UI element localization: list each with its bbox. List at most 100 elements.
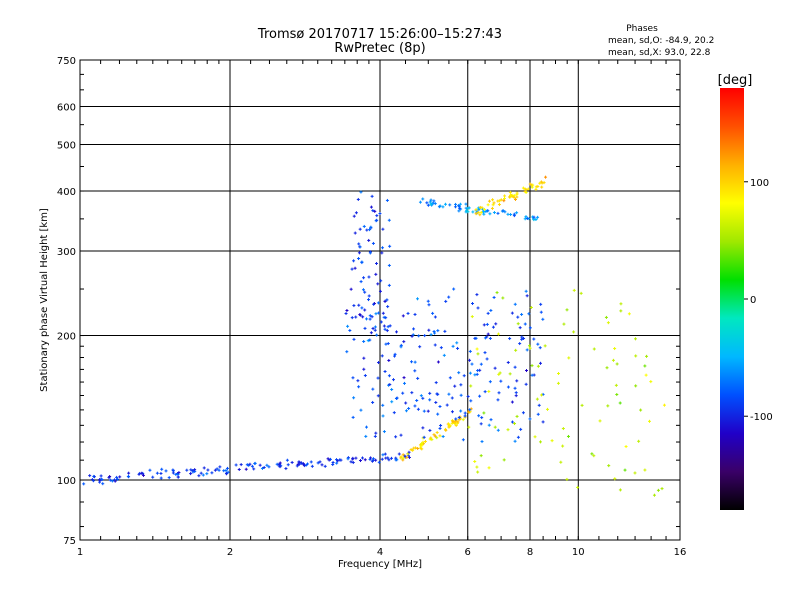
echo-point xyxy=(539,181,541,185)
echo-point xyxy=(249,462,251,466)
echo-point xyxy=(268,465,270,469)
echo-point xyxy=(430,333,432,337)
echo-point xyxy=(519,342,521,346)
echo-point xyxy=(387,342,389,346)
echo-point xyxy=(427,409,429,413)
echo-point xyxy=(481,440,483,444)
echo-point xyxy=(488,389,490,393)
echo-point xyxy=(455,423,457,427)
echo-point xyxy=(376,218,378,222)
echo-point xyxy=(460,409,462,413)
echo-point xyxy=(417,297,419,301)
echo-point xyxy=(521,312,523,316)
echo-point xyxy=(114,478,116,482)
echo-point xyxy=(459,202,461,206)
echo-point xyxy=(369,314,371,318)
echo-point xyxy=(653,493,655,497)
echo-point xyxy=(227,470,229,474)
echo-point xyxy=(531,364,533,368)
echo-point xyxy=(538,403,540,407)
echo-point xyxy=(378,361,380,365)
echo-point xyxy=(515,348,517,352)
echo-point xyxy=(465,202,467,206)
echo-point xyxy=(433,433,435,437)
echo-point xyxy=(417,407,419,411)
echo-point xyxy=(160,476,162,480)
echo-point xyxy=(558,372,560,376)
echo-point xyxy=(545,175,547,179)
echo-point xyxy=(328,458,330,462)
echo-point xyxy=(481,416,483,420)
echo-point xyxy=(371,194,373,198)
echo-point xyxy=(332,463,334,467)
echo-point xyxy=(502,209,504,213)
echo-point xyxy=(102,482,104,486)
echo-point xyxy=(421,447,423,451)
echo-point xyxy=(363,367,365,371)
echo-point xyxy=(311,464,313,468)
echo-point xyxy=(431,438,433,442)
echo-point xyxy=(402,314,404,318)
x-tick-label: 2 xyxy=(227,547,233,558)
echo-point xyxy=(402,456,404,460)
echo-point xyxy=(511,420,513,424)
echo-point xyxy=(362,288,364,292)
echo-point xyxy=(488,199,490,203)
echo-point xyxy=(324,464,326,468)
echo-point xyxy=(460,207,462,211)
echo-point xyxy=(509,372,511,376)
echo-point xyxy=(357,197,359,201)
echo-point xyxy=(434,315,436,319)
echo-point xyxy=(404,454,406,458)
echo-point xyxy=(541,185,543,189)
echo-point xyxy=(445,299,447,303)
echo-point xyxy=(507,428,509,432)
echo-point xyxy=(478,208,480,212)
y-tick-label: 100 xyxy=(57,476,76,487)
echo-point xyxy=(353,396,355,400)
echo-point xyxy=(503,199,505,203)
echo-point xyxy=(379,212,381,216)
echo-point xyxy=(420,444,422,448)
echo-point xyxy=(489,212,491,216)
echo-point xyxy=(439,204,441,208)
echo-point xyxy=(593,347,595,351)
echo-point xyxy=(625,445,627,449)
echo-point xyxy=(619,488,621,492)
echo-point xyxy=(460,393,462,397)
echo-point xyxy=(440,346,442,350)
echo-point xyxy=(429,437,431,441)
echo-point xyxy=(177,472,179,476)
echo-point xyxy=(351,316,353,320)
echo-point xyxy=(516,379,518,383)
echo-point xyxy=(464,411,466,415)
echo-point xyxy=(542,317,544,321)
echo-point xyxy=(421,443,423,447)
echo-point xyxy=(350,287,352,291)
echo-point xyxy=(384,452,386,456)
echo-point xyxy=(246,463,248,467)
echo-point xyxy=(503,458,505,462)
echo-point xyxy=(161,467,163,471)
echo-point xyxy=(499,371,501,375)
echo-point xyxy=(371,315,373,319)
echo-point xyxy=(491,206,493,210)
echo-point xyxy=(361,306,363,310)
echo-point xyxy=(365,317,367,321)
echo-point xyxy=(413,327,415,331)
echo-point xyxy=(417,376,419,380)
echo-point xyxy=(414,369,416,373)
echo-point xyxy=(533,218,535,222)
echo-point xyxy=(449,376,451,380)
echo-point xyxy=(376,214,378,218)
echo-point xyxy=(478,414,480,418)
echo-point xyxy=(305,463,307,467)
echo-point xyxy=(373,302,375,306)
echo-point xyxy=(235,463,237,467)
echo-point xyxy=(374,434,376,438)
echo-point xyxy=(515,394,517,398)
echo-point xyxy=(437,360,439,364)
echo-point xyxy=(392,378,394,382)
echo-point xyxy=(573,288,575,292)
echo-point xyxy=(486,209,488,213)
